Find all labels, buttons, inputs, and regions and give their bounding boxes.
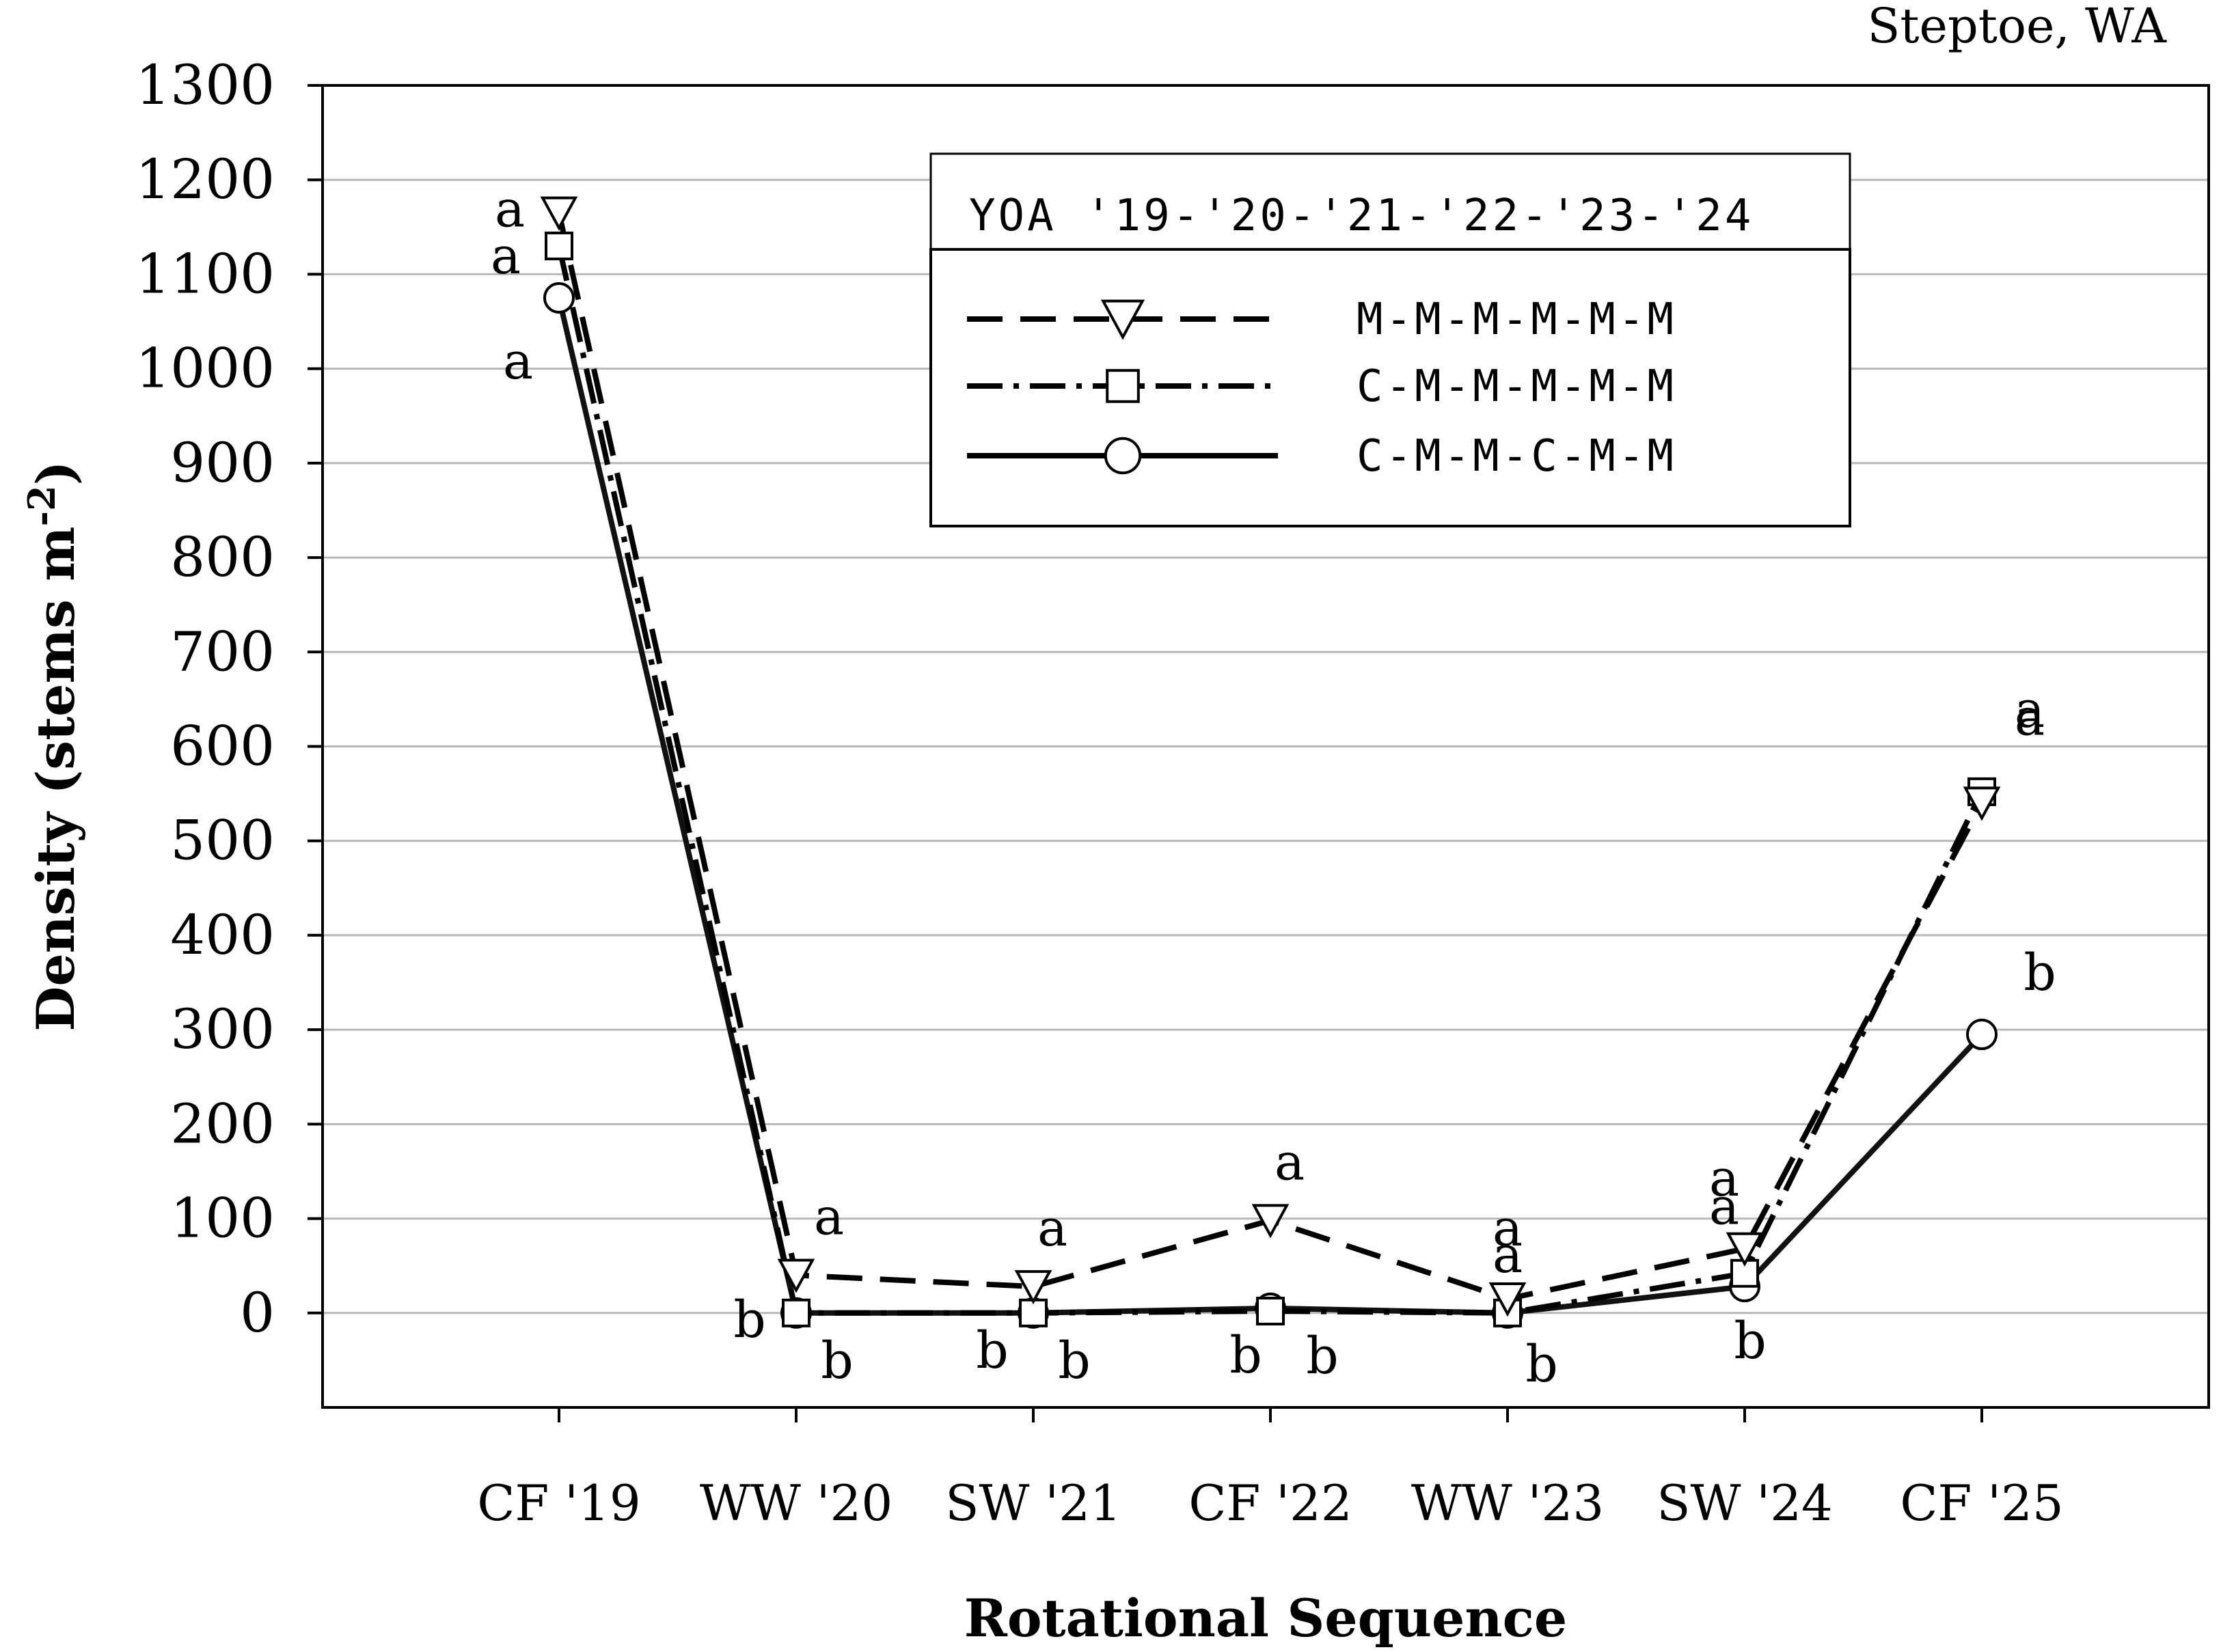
significance-letter: a — [1037, 1199, 1067, 1258]
significance-letter: a — [1493, 1199, 1523, 1258]
significance-letter: b — [1734, 1312, 1766, 1371]
y-tick-label: 700 — [170, 620, 275, 683]
y-tick-label: 1000 — [135, 337, 275, 400]
y-tick-label: 1200 — [135, 148, 275, 211]
series-1-point — [1251, 1204, 1290, 1239]
series-1-point — [777, 1258, 815, 1293]
y-tick-label: 500 — [170, 809, 275, 872]
significance-letter: b — [976, 1321, 1008, 1380]
legend-title-box — [929, 152, 1851, 251]
y-tick-label: 300 — [170, 997, 275, 1061]
significance-letter: a — [1709, 1149, 1739, 1208]
x-tick-label: CF '19 — [477, 1474, 640, 1532]
significance-letter: a — [1275, 1133, 1305, 1192]
series-2-point — [1256, 1297, 1285, 1326]
series-3-point — [1966, 1019, 1998, 1051]
y-tick-label: 800 — [170, 525, 275, 589]
legend-marker-2 — [1106, 369, 1140, 403]
series-1-point — [1488, 1282, 1527, 1317]
y-tick-label: 400 — [170, 903, 275, 967]
y-tick-label: 600 — [170, 715, 275, 778]
x-tick-label: CF '25 — [1900, 1474, 2063, 1532]
significance-letter: b — [821, 1332, 853, 1390]
series-2-point — [782, 1298, 810, 1327]
y-axis-title-main: Density (stems m — [25, 526, 86, 1031]
y-tick-label: 100 — [170, 1187, 275, 1250]
y-axis-title-exponent: -2 — [20, 485, 64, 526]
y-axis-title: Density (stems m-2) — [20, 460, 86, 1031]
legend-marker-3 — [1104, 437, 1142, 475]
y-tick-label: 1300 — [135, 53, 275, 117]
significance-letter: b — [1525, 1335, 1557, 1394]
x-axis: CF '19 WW '20 SW '21 CF '22 WW '23 SW '24 CF '… — [477, 1407, 2064, 1532]
legend: YOA '19-'20-'21-'22-'23-'24 M-M-M-M-M-M C… — [929, 152, 1851, 527]
significance-letter: b — [733, 1291, 765, 1349]
legend-label-1: M-M-M-M-M-M — [1357, 294, 1676, 345]
legend-title: YOA '19-'20-'21-'22-'23-'24 — [969, 191, 1754, 241]
legend-label-2: C-M-M-M-M-M — [1357, 361, 1676, 412]
y-tick-label: 1100 — [135, 242, 275, 305]
series-markers — [540, 196, 2001, 1329]
significance-letter: b — [1306, 1327, 1338, 1386]
series-1-point — [1726, 1232, 1764, 1267]
significance-letter: a — [2015, 680, 2045, 739]
y-tick-label: 200 — [170, 1092, 275, 1155]
x-tick-label: SW '21 — [945, 1474, 1121, 1532]
series-1-point — [1014, 1270, 1052, 1305]
significance-letter: a — [814, 1188, 844, 1247]
location-label: Steptoe, WA — [1867, 0, 2167, 54]
series-1-point — [540, 196, 578, 231]
x-tick-label: WW '20 — [700, 1474, 893, 1532]
significance-letter: b — [1229, 1326, 1262, 1385]
x-tick-label: WW '23 — [1411, 1474, 1604, 1532]
significance-letter: b — [1058, 1332, 1090, 1390]
significance-letter: a — [491, 227, 521, 286]
y-tick-label: 0 — [240, 1281, 275, 1345]
y-axis: 0 100 200 300 400 500 600 700 800 900 1000 1100 1200… — [135, 53, 323, 1345]
series-2-point — [1019, 1298, 1048, 1327]
significance-letter: a — [495, 180, 525, 239]
x-axis-title: Rotational Sequence — [964, 1588, 1568, 1649]
series-1-point — [1963, 786, 2001, 821]
significance-letter: a — [1493, 1226, 1523, 1284]
legend-box — [929, 248, 1851, 527]
series-2-point — [545, 231, 573, 260]
significance-letter: a — [1709, 1178, 1739, 1237]
legend-label-3: C-M-M-C-M-M — [1357, 431, 1676, 482]
significance-letter: b — [2024, 944, 2056, 1002]
significance-letter: a — [503, 332, 533, 391]
legend-marker-1 — [1100, 299, 1145, 340]
series-3-point — [543, 281, 575, 314]
y-axis-title-close: ) — [25, 460, 86, 485]
significance-letter: a — [2015, 688, 2045, 747]
x-tick-label: SW '24 — [1657, 1474, 1833, 1532]
x-tick-label: CF '22 — [1188, 1474, 1352, 1532]
y-tick-label: 900 — [170, 431, 275, 495]
